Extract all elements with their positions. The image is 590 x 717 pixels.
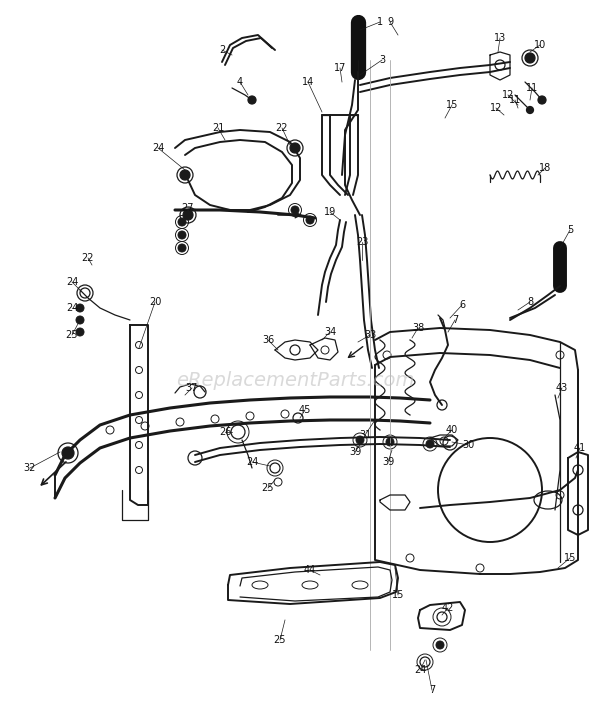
- Text: 16: 16: [352, 53, 364, 63]
- Text: 37: 37: [186, 383, 198, 393]
- Text: 44: 44: [304, 565, 316, 575]
- Circle shape: [525, 53, 535, 63]
- Text: 11: 11: [509, 95, 521, 105]
- Text: eReplacementParts.com: eReplacementParts.com: [176, 371, 414, 389]
- Circle shape: [178, 231, 186, 239]
- Text: 22: 22: [276, 123, 289, 133]
- Circle shape: [62, 447, 74, 459]
- Text: 24: 24: [66, 303, 78, 313]
- Text: 21: 21: [212, 123, 224, 133]
- Text: 33: 33: [364, 330, 376, 340]
- Text: 19: 19: [324, 207, 336, 217]
- Circle shape: [180, 170, 190, 180]
- Circle shape: [76, 304, 84, 312]
- Text: 22: 22: [82, 253, 94, 263]
- Text: 40: 40: [446, 425, 458, 435]
- Text: 34: 34: [324, 327, 336, 337]
- Text: 18: 18: [539, 163, 551, 173]
- Text: 17: 17: [334, 63, 346, 73]
- Text: 24: 24: [414, 665, 426, 675]
- Text: 39: 39: [349, 447, 361, 457]
- Text: 24: 24: [246, 457, 258, 467]
- Text: 5: 5: [567, 225, 573, 235]
- Text: 4: 4: [237, 77, 243, 87]
- Text: 6: 6: [459, 300, 465, 310]
- Text: 7: 7: [452, 315, 458, 325]
- Text: 15: 15: [392, 590, 404, 600]
- Text: 41: 41: [574, 443, 586, 453]
- Circle shape: [526, 107, 533, 113]
- Text: 26: 26: [219, 427, 231, 437]
- Text: 8: 8: [527, 297, 533, 307]
- Circle shape: [248, 96, 256, 104]
- Text: 43: 43: [556, 383, 568, 393]
- Text: 13: 13: [494, 33, 506, 43]
- Text: 24: 24: [152, 143, 164, 153]
- Text: 15: 15: [564, 553, 576, 563]
- Text: 36: 36: [262, 335, 274, 345]
- Circle shape: [76, 316, 84, 324]
- Circle shape: [178, 218, 186, 226]
- Text: 9: 9: [387, 17, 393, 27]
- Text: 20: 20: [149, 297, 161, 307]
- Text: 32: 32: [24, 463, 36, 473]
- Text: 25: 25: [274, 635, 286, 645]
- Circle shape: [538, 96, 546, 104]
- Text: 39: 39: [382, 457, 394, 467]
- Circle shape: [183, 210, 193, 220]
- Text: 12: 12: [490, 103, 502, 113]
- Text: 31: 31: [359, 430, 371, 440]
- Circle shape: [76, 328, 84, 336]
- Text: 23: 23: [356, 237, 368, 247]
- Text: 45: 45: [299, 405, 311, 415]
- Text: 1: 1: [377, 17, 383, 27]
- Text: 25: 25: [262, 483, 274, 493]
- Text: 10: 10: [534, 40, 546, 50]
- Text: 12: 12: [502, 90, 514, 100]
- Circle shape: [290, 143, 300, 153]
- Text: 42: 42: [442, 603, 454, 613]
- Circle shape: [426, 440, 434, 448]
- Text: 30: 30: [462, 440, 474, 450]
- Circle shape: [291, 206, 299, 214]
- Circle shape: [306, 216, 314, 224]
- Text: 3: 3: [379, 55, 385, 65]
- Text: 2: 2: [219, 45, 225, 55]
- Text: 7: 7: [429, 685, 435, 695]
- Circle shape: [436, 641, 444, 649]
- Circle shape: [386, 438, 394, 446]
- Text: 25: 25: [65, 330, 78, 340]
- Text: 14: 14: [302, 77, 314, 87]
- Text: 24: 24: [66, 277, 78, 287]
- Text: 11: 11: [526, 83, 538, 93]
- Circle shape: [178, 244, 186, 252]
- Text: 27: 27: [182, 203, 194, 213]
- Text: 38: 38: [412, 323, 424, 333]
- Text: 15: 15: [446, 100, 458, 110]
- Circle shape: [356, 436, 364, 444]
